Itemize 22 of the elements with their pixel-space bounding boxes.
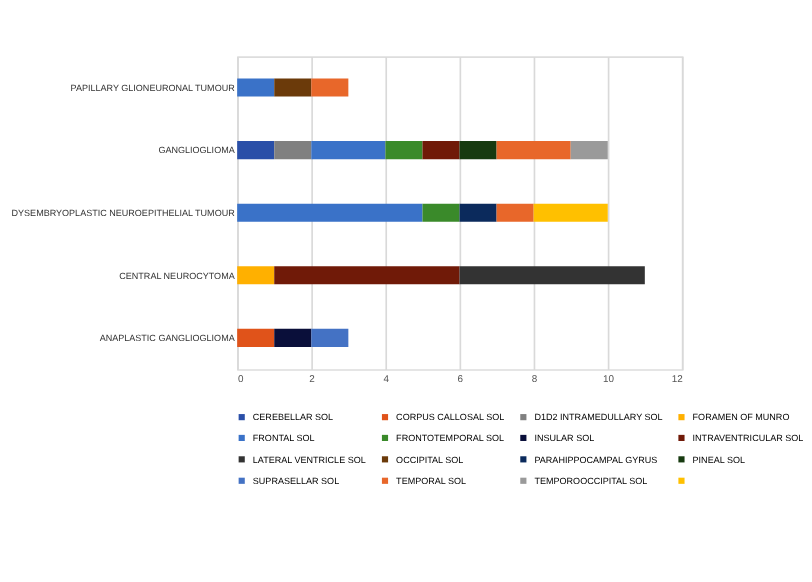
bar — [496, 141, 571, 160]
bar — [533, 203, 608, 222]
bar — [422, 203, 460, 222]
bar — [237, 266, 275, 285]
bar — [422, 141, 460, 160]
bar — [459, 266, 645, 285]
bar — [237, 141, 275, 160]
bar — [459, 141, 497, 160]
bar — [496, 203, 534, 222]
bar — [274, 78, 312, 97]
bar — [311, 328, 349, 347]
bar — [311, 78, 349, 97]
bar — [385, 141, 423, 160]
bar — [570, 141, 608, 160]
bar — [237, 78, 275, 97]
bar — [237, 203, 423, 222]
bar — [311, 141, 386, 160]
bar — [459, 203, 497, 222]
bar — [274, 141, 312, 160]
bar — [274, 266, 460, 285]
bar — [274, 328, 312, 347]
bar — [237, 328, 275, 347]
